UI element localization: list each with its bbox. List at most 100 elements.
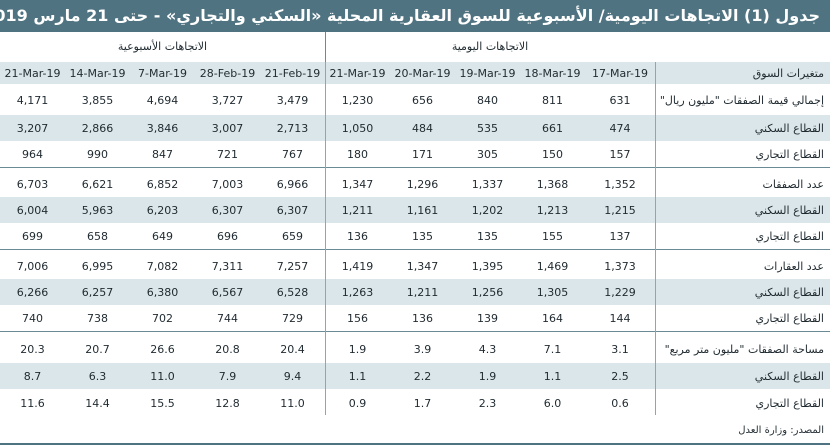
table-row: 964 990 847 721 767 180 171 305 150 157 القطاع الت…: [0, 141, 830, 167]
daily-value-cell: 1,347: [406, 259, 439, 273]
weekly-value-cell: 14.4: [85, 396, 110, 410]
table-row: 20.3 20.7 26.6 20.8 20.4 1.9 3.9 4.3 7.1 3.1 مساحة…: [0, 336, 830, 362]
weekly-value-cell: 26.6: [150, 342, 175, 356]
weekly-value-cell: 5,963: [81, 203, 114, 217]
daily-value-cell: 1.9: [348, 342, 367, 356]
daily-value-cell: 1.7: [413, 396, 432, 410]
row-label: القطاع التجاري: [755, 229, 824, 243]
daily-value-cell: 1,352: [604, 177, 636, 191]
daily-value-cell: 137: [609, 229, 631, 243]
table-row: 7,006 6,995 7,082 7,311 7,257 1,419 1,347 1,395…: [0, 253, 830, 279]
weekly-value-cell: 3,727: [211, 93, 244, 107]
weekly-value-cell: 8.7: [23, 369, 42, 383]
row-label-header: متغيرات السوق: [752, 66, 824, 80]
weekly-value-cell: 11.0: [150, 369, 175, 383]
daily-value-cell: 6.0: [543, 396, 562, 410]
daily-value-cell: 180: [347, 147, 368, 161]
daily-value-cell: 1,469: [536, 259, 569, 273]
weekly-value-cell: 7,006: [16, 259, 49, 273]
weekly-value-cell: 6,307: [276, 203, 309, 217]
source-note: المصدر: وزارة العدل: [738, 425, 824, 436]
daily-value-cell: 1.1: [543, 369, 562, 383]
weekly-value-cell: 7,257: [276, 259, 309, 273]
daily-value-cell: 1,229: [604, 285, 636, 299]
column-header: 21-Feb-19: [264, 66, 321, 80]
daily-value-cell: 1,211: [406, 285, 439, 299]
column-header: 20-Mar-19: [394, 66, 451, 80]
column-separator: [655, 62, 656, 415]
daily-value-cell: 1,050: [341, 121, 374, 135]
daily-group-label: الاتجاهات اليومية: [451, 40, 529, 53]
daily-value-cell: 1,161: [406, 203, 439, 217]
daily-value-cell: 1,213: [536, 203, 569, 217]
weekly-value-cell: 7,082: [146, 259, 179, 273]
daily-value-cell: 1,215: [604, 203, 636, 217]
weekly-value-cell: 738: [87, 311, 108, 325]
weekly-value-cell: 3,855: [81, 93, 114, 107]
weekly-value-cell: 20.4: [280, 342, 305, 356]
weekly-value-cell: 744: [217, 311, 238, 325]
weekly-value-cell: 6,995: [81, 259, 114, 273]
daily-value-cell: 811: [542, 93, 563, 107]
daily-value-cell: 1,337: [471, 177, 504, 191]
table-row: 6,004 5,963 6,203 6,307 6,307 1,211 1,161 1,202…: [0, 197, 830, 223]
daily-value-cell: 0.9: [348, 396, 367, 410]
weekly-value-cell: 2,866: [81, 121, 114, 135]
weekly-value-cell: 7,003: [211, 177, 244, 191]
weekly-value-cell: 649: [152, 229, 173, 243]
weekly-value-cell: 7,311: [211, 259, 244, 273]
column-header-row: 21-Mar-19 14-Mar-19 7-Mar-19 28-Feb-19 2…: [0, 62, 830, 84]
daily-value-cell: 2.5: [611, 369, 629, 383]
weekly-value-cell: 11.6: [20, 396, 45, 410]
daily-value-cell: 1,256: [471, 285, 504, 299]
column-header: 21-Mar-19: [4, 66, 61, 80]
weekly-value-cell: 6,528: [276, 285, 309, 299]
weekly-value-cell: 658: [87, 229, 108, 243]
row-label: القطاع السكني: [754, 285, 824, 299]
table-row: 6,703 6,621 6,852 7,003 6,966 1,347 1,296 1,337…: [0, 171, 830, 197]
weekly-value-cell: 3,479: [276, 93, 309, 107]
daily-value-cell: 631: [609, 93, 631, 107]
weekly-value-cell: 6,307: [211, 203, 244, 217]
daily-value-cell: 535: [477, 121, 498, 135]
row-label: القطاع التجاري: [755, 396, 824, 410]
daily-value-cell: 305: [477, 147, 498, 161]
weekly-value-cell: 2,713: [276, 121, 309, 135]
weekly-value-cell: 12.8: [215, 396, 240, 410]
table-row: 4,171 3,855 4,694 3,727 3,479 1,230 656 840 811 6…: [0, 87, 830, 113]
weekly-value-cell: 767: [282, 147, 303, 161]
weekly-value-cell: 9.4: [283, 369, 302, 383]
daily-value-cell: 136: [412, 311, 433, 325]
weekly-value-cell: 6,004: [16, 203, 49, 217]
daily-value-cell: 1,395: [471, 259, 504, 273]
weekly-value-cell: 740: [22, 311, 43, 325]
daily-value-cell: 0.6: [611, 396, 629, 410]
weekly-value-cell: 6.3: [88, 369, 107, 383]
weekly-value-cell: 964: [22, 147, 43, 161]
daily-value-cell: 474: [609, 121, 631, 135]
weekly-value-cell: 7.9: [218, 369, 237, 383]
column-header: 19-Mar-19: [459, 66, 516, 80]
table-row: 6,266 6,257 6,380 6,567 6,528 1,263 1,211 1,256…: [0, 279, 830, 305]
row-label: إجمالي قيمة الصفقات "مليون ريال": [659, 93, 824, 107]
column-header: 14-Mar-19: [69, 66, 126, 80]
weekly-value-cell: 847: [152, 147, 173, 161]
table-row: 11.6 14.4 15.5 12.8 11.0 0.9 1.7 2.3 6.0 0.6 القطا…: [0, 390, 830, 416]
weekly-value-cell: 990: [87, 147, 108, 161]
column-header: 17-Mar-19: [592, 66, 648, 80]
daily-value-cell: 1,211: [341, 203, 374, 217]
daily-value-cell: 171: [412, 147, 433, 161]
daily-value-cell: 7.1: [543, 342, 562, 356]
weekly-value-cell: 20.7: [85, 342, 110, 356]
weekly-value-cell: 6,203: [146, 203, 179, 217]
daily-value-cell: 150: [542, 147, 563, 161]
daily-value-cell: 1,347: [341, 177, 374, 191]
weekly-value-cell: 702: [152, 311, 173, 325]
daily-value-cell: 164: [542, 311, 563, 325]
column-header: 7-Mar-19: [138, 66, 187, 80]
weekly-value-cell: 6,266: [16, 285, 49, 299]
row-label: القطاع السكني: [754, 203, 824, 217]
row-label: عدد الصفقات: [762, 177, 824, 191]
column-header: 21-Mar-19: [329, 66, 386, 80]
